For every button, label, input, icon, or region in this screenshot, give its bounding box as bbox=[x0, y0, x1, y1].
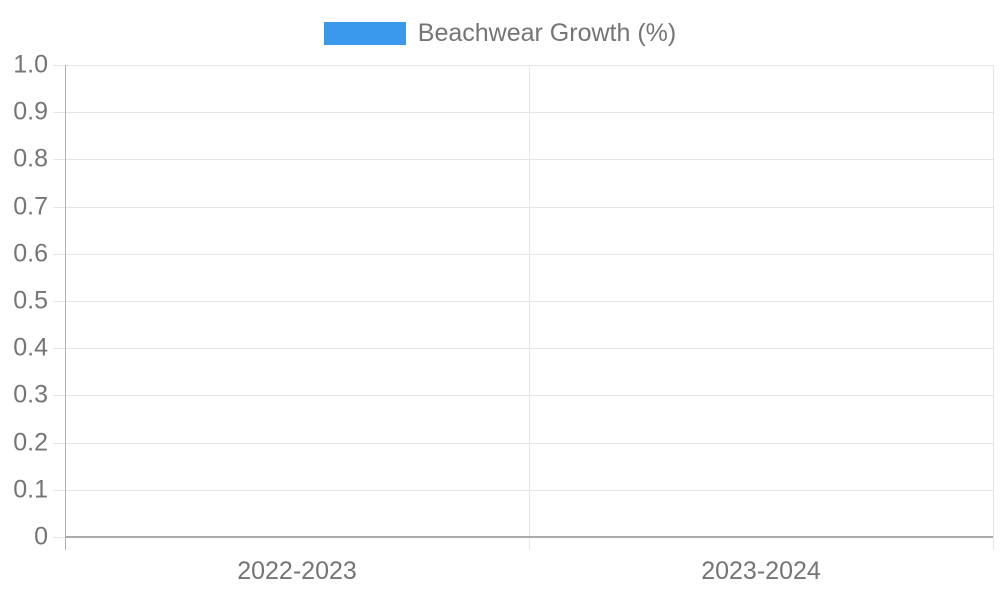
y-tick-label: 0.9 bbox=[13, 97, 48, 126]
plot-area bbox=[53, 65, 994, 550]
y-axis-labels: 0 0.1 0.2 0.3 0.4 0.5 0.6 0.7 0.8 0.9 1.0 bbox=[0, 52, 48, 549]
gridline-horizontal bbox=[53, 395, 993, 397]
bars-layer bbox=[65, 65, 993, 537]
x-tick-label: 2022-2023 bbox=[237, 557, 357, 585]
gridline-horizontal bbox=[53, 253, 993, 255]
gridline-horizontal bbox=[53, 442, 993, 444]
y-tick-label: 0.8 bbox=[13, 144, 48, 173]
y-tick-label: 0.4 bbox=[13, 333, 48, 362]
legend-label: Beachwear Growth (%) bbox=[417, 19, 677, 47]
gridline-horizontal bbox=[53, 301, 993, 302]
legend[interactable]: Beachwear Growth (%) bbox=[0, 20, 1000, 46]
y-tick-label: 1.0 bbox=[13, 50, 48, 79]
y-tick-label: 0.1 bbox=[13, 475, 48, 504]
legend-swatch bbox=[323, 21, 406, 45]
x-axis-labels: 2022-2023 2023-2024 bbox=[65, 556, 993, 588]
y-tick-label: 0.6 bbox=[13, 239, 48, 268]
gridline-horizontal bbox=[53, 206, 993, 208]
y-tick-label: 0 bbox=[34, 522, 48, 551]
gridline-horizontal bbox=[53, 159, 993, 161]
y-tick-label: 0.2 bbox=[13, 428, 48, 457]
gridline-horizontal bbox=[53, 65, 993, 66]
y-tick-label: 0.7 bbox=[13, 192, 48, 221]
gridline-vertical bbox=[529, 65, 530, 550]
gridline-horizontal bbox=[53, 112, 993, 114]
gridline-horizontal bbox=[53, 348, 993, 350]
x-tick-label: 2023-2024 bbox=[701, 557, 821, 585]
gridline-horizontal bbox=[53, 489, 993, 491]
gridline-vertical bbox=[993, 65, 994, 550]
x-axis-baseline bbox=[65, 536, 993, 538]
y-axis-line bbox=[65, 65, 66, 550]
y-tick-label: 0.3 bbox=[13, 380, 48, 409]
y-tick-label: 0.5 bbox=[13, 286, 48, 315]
